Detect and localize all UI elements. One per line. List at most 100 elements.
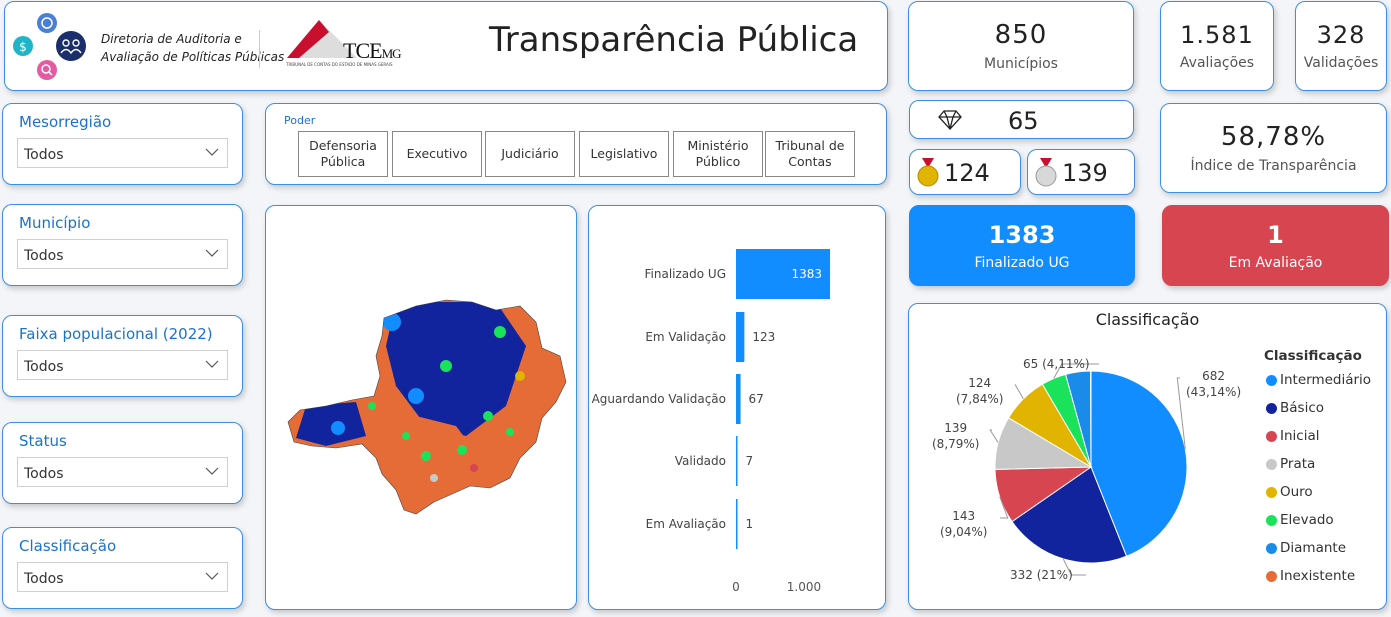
poder-button-label: Defensoria Pública — [309, 138, 377, 170]
legend-label: Ouro — [1280, 484, 1313, 500]
kpi-em-avaliacao[interactable]: 1 Em Avaliação — [1162, 205, 1389, 286]
filter-status-value: Todos — [24, 466, 64, 482]
filter-municipio-dropdown[interactable]: Todos — [17, 239, 228, 269]
filter-mesorregiao-value: Todos — [24, 147, 64, 163]
status-bar-chart: Finalizado UG 1383 Em Validação 123 Aguardan… — [588, 205, 886, 610]
filter-status-title: Status — [19, 432, 67, 450]
filter-mesorregiao-dropdown[interactable]: Todos — [17, 138, 228, 168]
kpi-prata: 139 — [1027, 149, 1135, 195]
kpi-finalizado-label: Finalizado UG — [974, 254, 1070, 271]
legend-swatch — [1266, 542, 1277, 554]
filter-faixa-populacional: Faixa populacional (2022) Todos — [2, 315, 243, 397]
legend-swatch — [1266, 402, 1277, 414]
bar — [736, 249, 830, 299]
map-card — [265, 205, 577, 610]
kpi-finalizado-value: 1383 — [988, 220, 1056, 249]
tce-logo-subtitle: TRIBUNAL DE CONTAS DO ESTADO DE MINAS GE… — [286, 62, 393, 67]
tce-logo-suffix: MG — [381, 46, 402, 61]
poder-button[interactable]: Executivo — [392, 131, 482, 177]
kpi-avaliacoes-value: 1.581 — [1180, 21, 1254, 49]
bar — [736, 499, 738, 549]
kpi-finalizado[interactable]: 1383 Finalizado UG — [909, 205, 1135, 286]
header-divider — [259, 30, 260, 68]
bar-category-label: Validado — [675, 454, 726, 468]
poder-button-label-line: Pública — [320, 154, 366, 169]
chevron-down-icon — [205, 572, 219, 580]
poder-button-label-line: Público — [695, 154, 741, 169]
legend-item[interactable]: Diamante — [1266, 540, 1346, 556]
filter-faixa-populacional-dropdown[interactable]: Todos — [17, 350, 228, 380]
silver-medal-icon — [1035, 158, 1057, 187]
legend-swatch — [1266, 570, 1277, 582]
legend-swatch — [1266, 430, 1277, 442]
pie-data-label: 139 (8,79%) — [932, 421, 980, 451]
poder-button-label-line: Tribunal de — [775, 138, 845, 153]
legend-label: Inexistente — [1280, 568, 1356, 584]
bar — [736, 312, 745, 362]
kpi-indice-label: Índice de Transparência — [1190, 158, 1357, 174]
legend-item[interactable]: Básico — [1266, 400, 1324, 416]
filter-status-dropdown[interactable]: Todos — [17, 457, 228, 487]
pie-data-label: 65 (4,11%) — [1023, 357, 1090, 371]
filter-classificacao: Classificação Todos — [2, 527, 243, 609]
legend-title: Classificação — [1264, 348, 1362, 364]
filter-municipio-value: Todos — [24, 248, 64, 264]
tce-logo-icon — [287, 20, 357, 58]
filter-municipio-title: Município — [19, 214, 91, 232]
gold-medal-icon — [917, 158, 939, 187]
filter-mesorregiao: Mesorregião Todos — [2, 103, 243, 185]
poder-button[interactable]: Ministério Público — [673, 131, 763, 177]
org-name-line1: Diretoria de Auditoria e — [101, 32, 242, 46]
page-title: Transparência Pública — [489, 20, 859, 60]
poder-button[interactable]: Defensoria Pública — [298, 131, 388, 177]
legend-label: Prata — [1280, 456, 1316, 472]
kpi-ouro-value: 124 — [944, 159, 990, 187]
chevron-down-icon — [205, 360, 219, 368]
tce-logo-text: TCEMG — [343, 38, 402, 64]
legend-swatch — [1266, 458, 1277, 470]
minas-gerais-map[interactable] — [266, 206, 576, 609]
kpi-diamante: 65 — [909, 100, 1134, 139]
legend-item[interactable]: Ouro — [1266, 484, 1313, 500]
bar-value-label: 123 — [752, 330, 775, 344]
kpi-prata-value: 139 — [1062, 159, 1108, 187]
org-name: Diretoria de Auditoria e Avaliação de Po… — [101, 30, 284, 66]
legend-item[interactable]: Inexistente — [1266, 568, 1355, 584]
legend-label: Intermediário — [1280, 372, 1372, 388]
kpi-diamante-value: 65 — [1008, 107, 1039, 135]
chevron-down-icon — [205, 249, 219, 257]
bar — [736, 374, 741, 424]
pie-data-label: 682 (43,14%) — [1186, 369, 1242, 399]
legend-item[interactable]: Intermediário — [1266, 372, 1371, 388]
header-card: $ Diretoria de Auditoria e Avaliação de … — [4, 1, 888, 91]
filter-faixa-populacional-value: Todos — [24, 359, 64, 375]
x-tick-label: 0 — [732, 580, 740, 594]
poder-button-label: Tribunal de Contas — [776, 138, 845, 170]
legend-label: Diamante — [1280, 540, 1346, 556]
poder-button[interactable]: Judiciário — [485, 131, 575, 177]
bar-category-label: Finalizado UG — [645, 267, 727, 281]
poder-button-label-line: Contas — [788, 154, 832, 169]
svg-text:$: $ — [19, 40, 27, 54]
kpi-indice: 58,78% Índice de Transparência — [1160, 103, 1387, 193]
legend-item[interactable]: Inicial — [1266, 428, 1320, 444]
kpi-indice-value: 58,78% — [1220, 122, 1327, 152]
diamond-icon — [938, 110, 962, 130]
kpi-ouro: 124 — [909, 149, 1021, 195]
poder-button-label: Ministério Público — [687, 138, 748, 170]
poder-button-label-line: Ministério — [687, 138, 749, 153]
poder-button[interactable]: Tribunal de Contas — [765, 131, 855, 177]
legend-item[interactable]: Prata — [1266, 456, 1315, 472]
bar-value-label: 67 — [749, 392, 764, 406]
poder-button[interactable]: Legislativo — [579, 131, 669, 177]
kpi-avaliacoes: 1.581 Avaliações — [1160, 1, 1274, 91]
legend-swatch — [1266, 374, 1277, 386]
legend-item[interactable]: Elevado — [1266, 512, 1334, 528]
kpi-em-avaliacao-label: Em Avaliação — [1228, 254, 1323, 271]
bar-category-label: Aguardando Validação — [592, 392, 726, 406]
bar-category-label: Em Avaliação — [646, 517, 726, 531]
filter-classificacao-dropdown[interactable]: Todos — [17, 562, 228, 592]
bar-value-label: 1 — [746, 517, 754, 531]
status-bar-chart-svg: Finalizado UG 1383 Em Validação 123 Aguardan… — [592, 249, 830, 594]
pie-data-label: 143 (9,04%) — [940, 509, 988, 539]
